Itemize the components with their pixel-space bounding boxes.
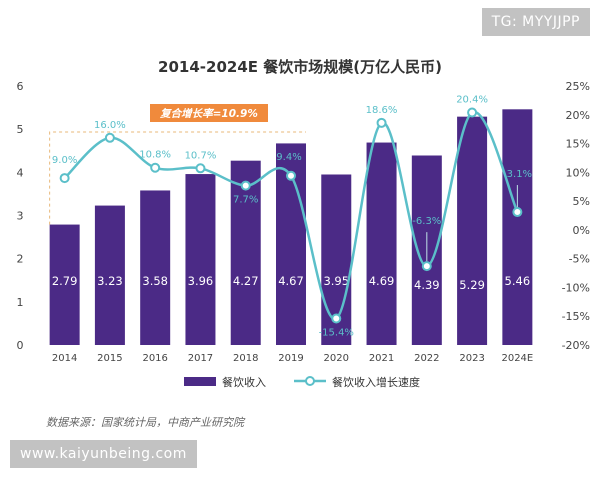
growth-value-label: 16.0% [94, 120, 126, 131]
y-left-tick-label: 5 [17, 123, 24, 136]
y-left-tick-label: 3 [17, 210, 24, 223]
x-tick-label: 2016 [142, 353, 167, 364]
y-right-tick-label: -20% [562, 339, 590, 352]
y-left-tick-label: 1 [17, 296, 24, 309]
y-right-tick-label: 10% [566, 166, 590, 179]
legend-bar-label: 餐饮收入 [222, 375, 266, 389]
x-tick-label: 2023 [459, 353, 484, 364]
bar-value-label: 2.79 [52, 274, 78, 288]
y-right-tick-label: 25% [566, 80, 590, 93]
y-right-tick-label: -10% [562, 281, 590, 294]
growth-value-label: 18.6% [366, 105, 398, 116]
watermark-site: www.kaiyunbeing.com [10, 440, 197, 468]
watermark-tag: TG: MYYJJPP [481, 8, 590, 36]
x-axis: 2014 2015 2016 2017 2018 2019 2020 2021 2022 2023… [52, 353, 533, 364]
growth-point [104, 132, 115, 143]
bar [49, 224, 80, 345]
cagr-label: 复合增长率=10.9% [159, 107, 258, 120]
bar-value-label: 4.67 [278, 274, 304, 288]
growth-value-label: 3.1% [507, 169, 532, 180]
cagr-box [150, 104, 268, 122]
growth-point [331, 313, 342, 324]
y-right-tick-label: 0% [573, 224, 590, 237]
growth-value-label: 20.4% [456, 94, 488, 105]
growth-point [240, 180, 251, 191]
bar-value-label: 3.96 [188, 274, 214, 288]
bar [457, 116, 488, 345]
y-right-tick-label: 15% [566, 138, 590, 151]
growth-value-label: 10.7% [185, 150, 217, 161]
growth-value-label: 10.8% [139, 150, 171, 161]
y-right-tick-label: 5% [573, 195, 590, 208]
y-right-tick-label: -5% [569, 253, 590, 266]
legend-bar-swatch [184, 377, 216, 386]
y-right-tick-label: -15% [562, 310, 590, 323]
cagr-annotation: 复合增长率=10.9% [49, 104, 306, 225]
bar [502, 109, 533, 345]
bar-value-label: 5.46 [505, 274, 531, 288]
y-right-tick-label: 20% [566, 109, 590, 122]
bar [185, 174, 216, 345]
growth-value-label: -15.4% [319, 328, 354, 339]
x-tick-label: 2014 [52, 353, 77, 364]
bar-value-label: 3.23 [97, 274, 123, 288]
legend: 餐饮收入 餐饮收入增长速度 [184, 375, 420, 389]
x-tick-label: 2022 [414, 353, 439, 364]
legend-line-label: 餐饮收入增长速度 [332, 375, 420, 389]
bar-series: 2.79 3.23 3.58 3.96 4.27 4.67 3.95 4.69 4.39 5.29… [49, 109, 533, 345]
x-tick-label: 2021 [369, 353, 394, 364]
chart-title: 2014-2024E 餐饮市场规模(万亿人民币) [158, 58, 442, 76]
growth-point [286, 170, 296, 181]
growth-value-label: 7.7% [233, 195, 258, 206]
cagr-bracket [49, 131, 306, 225]
bar [94, 205, 125, 345]
bar-value-label: 5.29 [459, 278, 485, 292]
y-axis-left: 0 1 2 3 4 5 6 [17, 80, 24, 352]
x-tick-label: 2017 [188, 353, 213, 364]
bar [230, 160, 261, 345]
bar-value-label: 4.69 [369, 274, 395, 288]
growth-point [376, 117, 387, 128]
growth-value-label: -6.3% [412, 216, 441, 227]
x-tick-label: 2015 [97, 353, 122, 364]
x-tick-label: 2020 [324, 353, 349, 364]
growth-point [195, 163, 206, 174]
y-left-tick-label: 0 [17, 339, 24, 352]
bar-value-label: 3.95 [323, 274, 349, 288]
x-tick-label: 2024E [501, 353, 533, 364]
growth-point [59, 173, 70, 184]
x-tick-label: 2018 [233, 353, 258, 364]
y-axis-right: -20% -15% -10% -5% 0% 5% 10% 15% 20% 25% [562, 80, 590, 352]
bar [366, 142, 397, 345]
bar-value-label: 4.27 [233, 274, 259, 288]
growth-line-series: 9.0% 16.0% 10.8% 10.7% 7.7% 9.4% -15.4% 18.6% -6… [52, 94, 532, 338]
growth-point [512, 207, 523, 218]
legend-line-marker [305, 376, 315, 386]
source-note: 数据来源：国家统计局，中商产业研究院 [46, 416, 246, 429]
growth-point [467, 107, 478, 118]
y-left-tick-label: 4 [17, 166, 24, 179]
x-tick-label: 2019 [278, 353, 303, 364]
growth-point [421, 261, 432, 272]
bar-value-label: 3.58 [142, 274, 168, 288]
y-left-tick-label: 6 [17, 80, 24, 93]
bar [140, 190, 171, 345]
growth-value-label: 9.0% [52, 155, 77, 166]
bar-value-label: 4.39 [414, 278, 440, 292]
growth-point [150, 162, 161, 173]
growth-value-label: 9.4% [276, 152, 301, 163]
y-left-tick-label: 2 [17, 253, 24, 266]
